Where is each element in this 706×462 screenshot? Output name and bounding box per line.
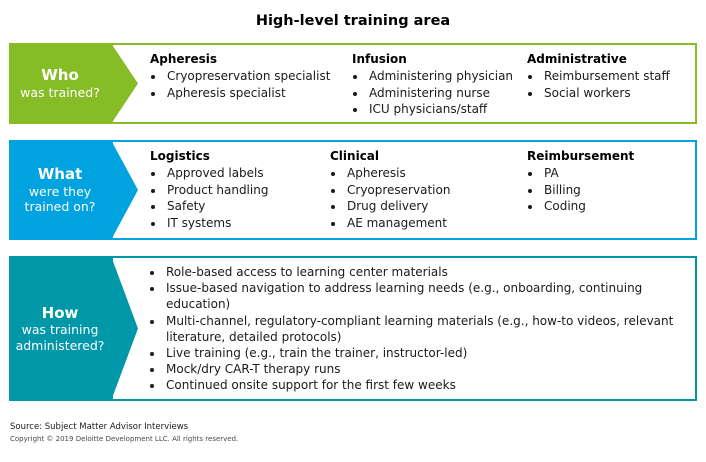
bullet-item: Apheresis specialist: [165, 85, 352, 102]
bullet-item: Drug delivery: [345, 198, 527, 215]
band-how-arrow-label: How was training administered?: [9, 256, 138, 401]
column-heading: Logistics: [150, 149, 210, 163]
bullet-item: Issue-based navigation to address learni…: [164, 280, 687, 312]
content-column: Logistics Approved labelsProduct handlin…: [150, 148, 330, 232]
bullet-item: ICU physicians/staff: [367, 101, 527, 118]
band-how-content: Role-based access to learning center mat…: [111, 256, 697, 401]
footer: Source: Subject Matter Advisor Interview…: [10, 422, 706, 443]
band-how-subtitle: was training administered?: [15, 322, 105, 353]
bullet-item: Reimbursement staff: [542, 68, 687, 85]
bullet-item: IT systems: [165, 215, 330, 232]
bullet-list: Cryopreservation specialistApheresis spe…: [150, 68, 352, 102]
column-heading: Reimbursement: [527, 149, 635, 163]
bullet-list: Reimbursement staffSocial workers: [527, 68, 687, 102]
band-how: How was training administered? Role-base…: [9, 256, 697, 401]
bullet-item: Continued onsite support for the first f…: [164, 377, 687, 393]
bullet-item: Administering physician: [367, 68, 527, 85]
bullet-item: Apheresis: [345, 165, 527, 182]
band-who-title: Who: [41, 66, 79, 85]
bullet-item: Product handling: [165, 182, 330, 199]
bullet-item: Multi-channel, regulatory-compliant lear…: [164, 313, 687, 345]
bullet-item: Billing: [542, 182, 687, 199]
bullet-list: Approved labelsProduct handlingSafetyIT …: [150, 165, 330, 232]
column-heading: Administrative: [527, 52, 627, 66]
bullet-item: AE management: [345, 215, 527, 232]
content-column: Administrative Reimbursement staffSocial…: [527, 51, 687, 118]
bullet-item: Cryopreservation: [345, 182, 527, 199]
bullet-item: Safety: [165, 198, 330, 215]
band-what: What were they trained on? Logistics App…: [9, 140, 697, 240]
bullet-list: Role-based access to learning center mat…: [150, 264, 687, 394]
column-heading: Infusion: [352, 52, 407, 66]
band-how-title: How: [41, 303, 79, 322]
bullet-list: Administering physicianAdministering nur…: [352, 68, 527, 118]
bullet-item: Mock/dry CAR-T therapy runs: [164, 361, 687, 377]
content-column: Reimbursement PABillingCoding: [527, 148, 687, 232]
band-who-content: Apheresis Cryopreservation specialistAph…: [111, 43, 697, 124]
page-title: High-level training area: [255, 13, 451, 29]
band-what-arrow-label: What were they trained on?: [9, 140, 138, 240]
bullet-item: PA: [542, 165, 687, 182]
source-note: Source: Subject Matter Advisor Interview…: [10, 422, 189, 432]
bullet-list: PABillingCoding: [527, 165, 687, 215]
bullet-list: ApheresisCryopreservationDrug deliveryAE…: [330, 165, 527, 232]
bands-container: Who was trained? Apheresis Cryopreservat…: [9, 43, 697, 401]
bullet-item: Coding: [542, 198, 687, 215]
content-column: Apheresis Cryopreservation specialistAph…: [150, 51, 352, 118]
band-who-subtitle: was trained?: [20, 85, 100, 101]
band-who-arrow-label: Who was trained?: [9, 43, 138, 124]
band-what-content: Logistics Approved labelsProduct handlin…: [111, 140, 697, 240]
column-heading: Clinical: [330, 149, 380, 163]
bullet-item: Administering nurse: [367, 85, 527, 102]
bullet-item: Social workers: [542, 85, 687, 102]
content-column: Clinical ApheresisCryopreservationDrug d…: [330, 148, 527, 232]
bullet-item: Role-based access to learning center mat…: [164, 264, 687, 280]
content-column: Infusion Administering physicianAdminist…: [352, 51, 527, 118]
copyright-note: Copyright © 2019 Deloitte Development LL…: [10, 435, 239, 443]
band-what-subtitle: were they trained on?: [24, 183, 96, 215]
bullet-item: Live training (e.g., train the trainer, …: [164, 345, 687, 361]
bullet-item: Cryopreservation specialist: [165, 68, 352, 85]
column-heading: Apheresis: [150, 52, 218, 66]
band-who: Who was trained? Apheresis Cryopreservat…: [9, 43, 697, 124]
bullet-item: Approved labels: [165, 165, 330, 182]
band-what-title: What: [37, 165, 83, 183]
